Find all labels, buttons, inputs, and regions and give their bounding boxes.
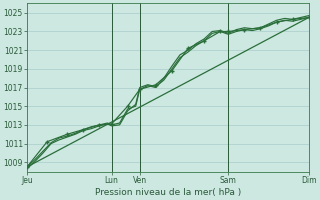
X-axis label: Pression niveau de la mer( hPa ): Pression niveau de la mer( hPa ) [95, 188, 241, 197]
